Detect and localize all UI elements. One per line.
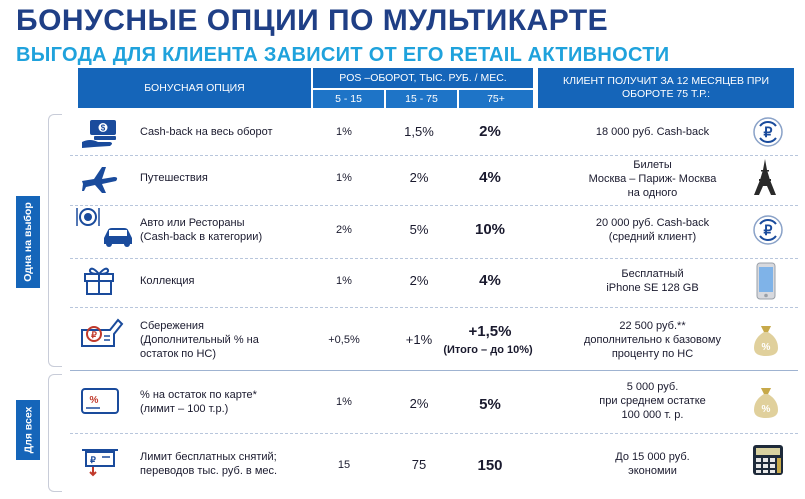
airplane-icon xyxy=(82,167,118,193)
result-text: Билеты Москва – Париж- Москва на одного xyxy=(588,159,717,199)
value-range-1: 1% xyxy=(336,126,352,138)
value-range-2: 75 xyxy=(411,457,427,472)
svg-text:%: % xyxy=(762,404,771,415)
value-range-1: 1% xyxy=(336,172,352,184)
header-pos: POS –ОБОРОТ, ТЫС. РУБ. / МЕС. xyxy=(313,68,533,88)
header-result-label: КЛИЕНТ ПОЛУЧИТ ЗА 12 МЕСЯЦЕВ ПРИ ОБОРОТЕ… xyxy=(562,75,770,100)
value-range-3: 10% xyxy=(474,221,506,238)
option-label: Авто или Рестораны (Cash-back в категори… xyxy=(140,217,263,243)
result-text: 20 000 руб. Cash-back (средний клиент) xyxy=(595,217,710,243)
page-title: БОНУСНЫЕ ОПЦИИ ПО МУЛЬТИКАРТЕ xyxy=(16,4,609,37)
group-label-all: Для всех xyxy=(16,400,40,460)
header-result: КЛИЕНТ ПОЛУЧИТ ЗА 12 МЕСЯЦЕВ ПРИ ОБОРОТЕ… xyxy=(538,68,794,108)
header-range-1-label: 5 - 15 xyxy=(335,92,362,105)
cash-withdrawal-icon: ₽ xyxy=(82,449,118,477)
money-bag-icon: % xyxy=(754,326,778,356)
header-option-label: БОНУСНАЯ ОПЦИЯ xyxy=(144,81,245,94)
group-bracket-choice xyxy=(48,114,62,367)
svg-text:₽: ₽ xyxy=(764,124,773,140)
value-range-3: 2% xyxy=(479,123,501,140)
group-label-choice: Одна на выбор xyxy=(16,196,40,288)
smartphone-icon xyxy=(756,262,776,300)
value-range-1: 1% xyxy=(336,396,352,408)
svg-text:%: % xyxy=(762,342,771,353)
svg-text:₽: ₽ xyxy=(764,222,773,238)
ruble-refresh-icon: ₽ xyxy=(753,117,783,147)
row-divider xyxy=(70,307,798,308)
row-divider xyxy=(70,433,798,434)
option-label: Сбережения (Дополнительный % на остаток … xyxy=(140,320,259,360)
svg-text:₽: ₽ xyxy=(91,330,97,340)
option-label: Коллекция xyxy=(140,275,195,287)
value-range-2: 1,5% xyxy=(404,124,434,139)
money-bag-icon: % xyxy=(754,388,778,418)
restaurant-car-icon xyxy=(76,208,132,247)
option-label: Cash-back на весь оборот xyxy=(140,126,273,138)
group-bracket-all xyxy=(48,374,62,492)
value-range-3: 5% xyxy=(479,396,501,413)
value-range-2: +1% xyxy=(405,332,433,347)
value-range-1: 15 xyxy=(337,459,351,471)
page-subtitle: ВЫГОДА ДЛЯ КЛИЕНТА ЗАВИСИТ ОТ ЕГО RETAIL… xyxy=(16,44,670,66)
row-divider xyxy=(70,258,798,259)
value-range-1: 2% xyxy=(336,224,352,236)
header-range-1: 5 - 15 xyxy=(313,90,384,108)
eiffel-tower-icon xyxy=(754,159,776,195)
group-label-choice-text: Одна на выбор xyxy=(22,202,35,282)
svg-text:$: $ xyxy=(101,124,106,133)
header-pos-label: POS –ОБОРОТ, ТЫС. РУБ. / МЕС. xyxy=(339,71,507,84)
value-range-3: 4% xyxy=(479,169,501,186)
value-range-1: 1% xyxy=(336,275,352,287)
option-label: Путешествия xyxy=(140,172,208,184)
option-label: % на остаток по карте* (лимит – 100 т.р.… xyxy=(140,389,257,415)
ruble-refresh-icon: ₽ xyxy=(753,215,783,245)
value-range-2: 2% xyxy=(409,396,429,411)
svg-text:₽: ₽ xyxy=(90,455,96,465)
value-range-3: 4% xyxy=(479,272,501,289)
header-option: БОНУСНАЯ ОПЦИЯ xyxy=(78,68,311,108)
result-text: Бесплатный iPhone SE 128 GB xyxy=(606,268,699,294)
result-text: До 15 000 руб. экономии xyxy=(615,451,690,477)
group-label-all-text: Для всех xyxy=(22,406,34,454)
gift-icon xyxy=(84,267,114,295)
value-range-3-note: (Итого – до 10%) xyxy=(443,344,533,356)
value-range-3: 150 xyxy=(477,457,503,474)
group-divider xyxy=(70,370,798,371)
value-range-1: +0,5% xyxy=(328,334,360,346)
header-range-3-label: 75+ xyxy=(487,92,505,105)
option-label: Лимит бесплатных снятий; переводов тыс. … xyxy=(140,451,278,477)
svg-text:%: % xyxy=(90,395,99,406)
result-text: 22 500 руб.** дополнительно к базовому п… xyxy=(583,320,722,360)
result-text: 5 000 руб. при среднем остатке 100 000 т… xyxy=(599,381,706,421)
savings-icon: ₽ xyxy=(81,318,124,347)
money-hand-icon: $ xyxy=(82,120,116,148)
row-divider xyxy=(70,205,798,206)
header-range-2-label: 15 - 75 xyxy=(405,92,438,105)
header-range-2: 15 - 75 xyxy=(386,90,457,108)
row-divider xyxy=(70,155,798,156)
header-range-3: 75+ xyxy=(459,90,533,108)
value-range-2: 5% xyxy=(409,222,429,237)
value-range-2: 2% xyxy=(409,273,429,288)
calculator-icon xyxy=(753,445,783,475)
result-text: 18 000 руб. Cash-back xyxy=(595,126,710,138)
value-range-2: 2% xyxy=(409,170,429,185)
value-range-3: +1,5% xyxy=(468,323,512,340)
card-percent-icon: % xyxy=(81,388,119,414)
